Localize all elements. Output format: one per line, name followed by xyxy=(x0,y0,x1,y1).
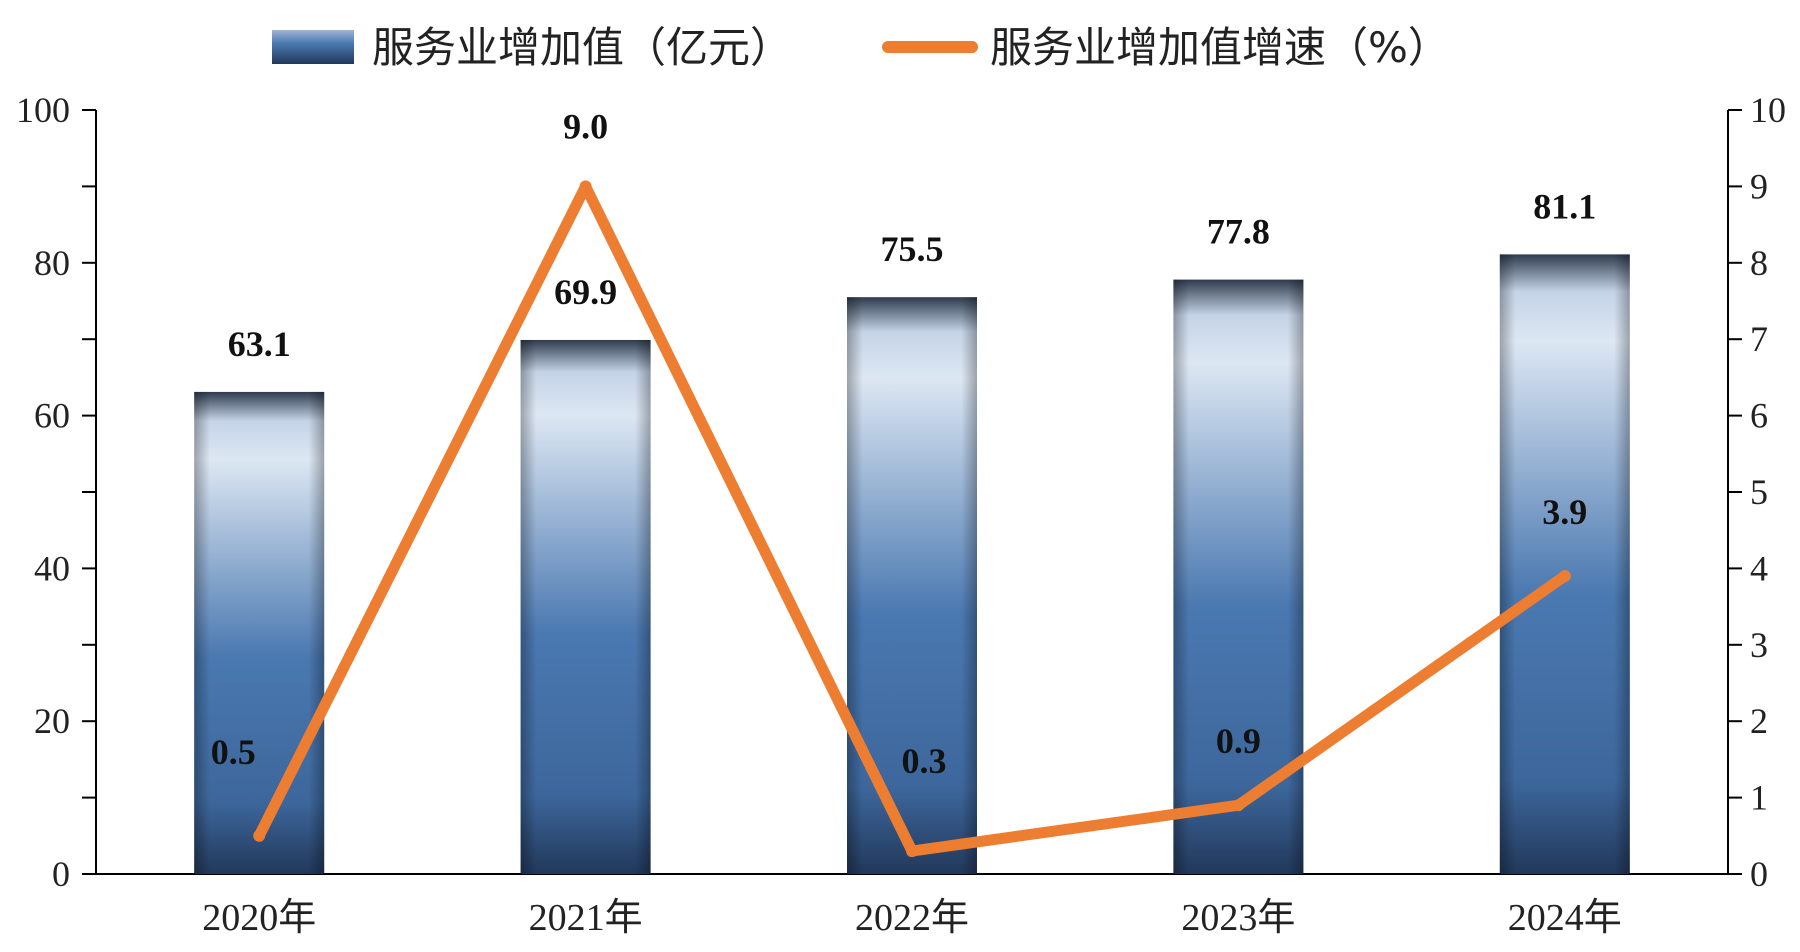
y-right-tick-label: 3 xyxy=(1750,625,1768,665)
bar xyxy=(194,391,325,874)
legend-label-bar: 服务业增加值（亿元） xyxy=(372,23,792,72)
y-right-tick-label: 8 xyxy=(1750,243,1768,283)
bar-value-label: 77.8 xyxy=(1207,212,1270,252)
bar-value-label: 81.1 xyxy=(1533,186,1596,226)
y-right-tick-label: 5 xyxy=(1750,472,1768,512)
y-right-tick-label: 4 xyxy=(1750,548,1768,588)
bar-shade xyxy=(1499,254,1630,874)
y-right-tick-label: 0 xyxy=(1750,854,1768,894)
y-right-tick-label: 9 xyxy=(1750,166,1768,206)
bar-value-label: 69.9 xyxy=(554,272,617,312)
y-right-tick-label: 7 xyxy=(1750,319,1768,359)
line-point xyxy=(579,180,592,193)
y-left-tick-label: 20 xyxy=(34,701,70,741)
line-value-label: 9.0 xyxy=(563,106,608,146)
y-right-tick-label: 6 xyxy=(1750,396,1768,436)
bar-value-label: 75.5 xyxy=(881,229,944,269)
legend-swatch-bar xyxy=(272,30,354,64)
line-point xyxy=(906,845,918,858)
line-value-label: 0.3 xyxy=(902,741,947,781)
bar xyxy=(1499,254,1630,874)
line-value-label: 0.9 xyxy=(1216,721,1261,761)
line-point xyxy=(253,829,266,842)
bar-value-label: 63.1 xyxy=(228,324,291,364)
bar-shade xyxy=(847,297,977,874)
x-tick-label: 2021年 xyxy=(529,897,643,939)
bar-series xyxy=(194,254,1630,874)
legend-label-line: 服务业增加值增速（%） xyxy=(990,23,1450,72)
y-right-tick-label: 10 xyxy=(1750,90,1786,130)
y-right-tick-label: 2 xyxy=(1750,701,1768,741)
x-tick-label: 2022年 xyxy=(855,897,969,939)
line-value-label: 3.9 xyxy=(1542,492,1587,532)
y-left-tick-label: 80 xyxy=(34,243,70,283)
x-tick-label: 2020年 xyxy=(202,897,316,939)
y-right-tick-label: 1 xyxy=(1750,778,1768,818)
bar xyxy=(1173,279,1304,874)
legend: 服务业增加值（亿元） 服务业增加值增速（%） xyxy=(272,23,1450,72)
x-tick-label: 2023年 xyxy=(1181,897,1295,939)
y-left-tick-label: 60 xyxy=(34,396,70,436)
y-left-tick-label: 0 xyxy=(52,854,70,894)
bar-shade xyxy=(194,391,325,874)
bar-shade xyxy=(1173,279,1304,874)
y-left-tick-label: 40 xyxy=(34,548,70,588)
line-point xyxy=(1558,570,1571,583)
line-point xyxy=(1232,799,1245,812)
axes: 0 20 40 60 80 100 0 1 2 3 4 5 6 7 8 9 10 2020年 2021年 2022年 2… xyxy=(16,90,1786,939)
data-labels: 63.1 69.9 75.5 77.8 81.1 0.5 9.0 0.3 0.9 3.9 xyxy=(211,106,1597,781)
line-series xyxy=(253,180,1571,858)
bar xyxy=(520,339,651,874)
y-left-tick-label: 100 xyxy=(16,90,70,130)
line-value-label: 0.5 xyxy=(211,732,256,772)
x-tick-label: 2024年 xyxy=(1508,897,1622,939)
bar-shade xyxy=(520,339,651,874)
bar xyxy=(847,297,977,874)
